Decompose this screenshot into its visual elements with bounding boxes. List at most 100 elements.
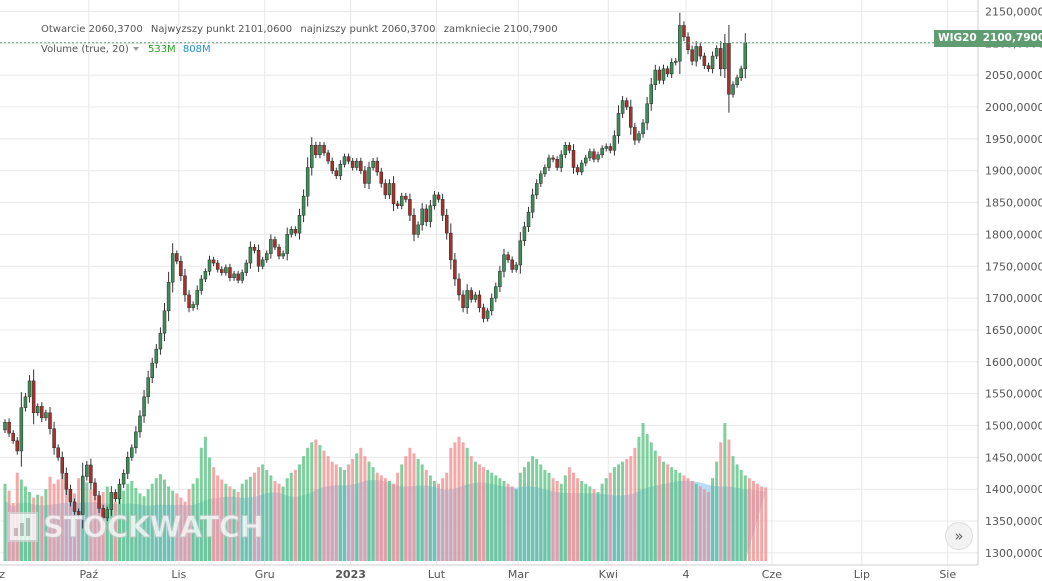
volume-bar xyxy=(457,436,461,561)
volume-bar xyxy=(441,478,445,561)
volume-bar xyxy=(580,480,584,561)
volume-bar xyxy=(228,486,232,561)
volume-bar xyxy=(240,483,244,561)
high-value: 2101,0600 xyxy=(238,24,293,35)
candle-body xyxy=(215,262,220,270)
candle-body xyxy=(506,254,510,261)
x-tick-label: z xyxy=(0,568,5,581)
candle-body xyxy=(494,286,498,299)
candle-body xyxy=(612,135,617,151)
watermark-text: STOCKWATCH xyxy=(42,510,264,545)
volume-bar xyxy=(73,493,77,561)
candle-body xyxy=(265,253,269,261)
volume-bar xyxy=(723,423,727,561)
candle-body xyxy=(154,348,159,364)
candle-body xyxy=(530,194,535,213)
price-tag-value: 2100,7900 xyxy=(982,32,1042,44)
candle-body xyxy=(489,297,494,312)
volume-value: 533M xyxy=(147,44,176,55)
candle-body xyxy=(191,304,195,308)
candle-body xyxy=(596,154,600,160)
x-tick-label: Gru xyxy=(255,568,275,581)
volume-bar xyxy=(760,486,764,561)
volume-bar xyxy=(171,490,175,561)
x-tick-label: Mar xyxy=(508,568,529,581)
candle-body xyxy=(19,407,24,452)
volume-bar xyxy=(265,469,269,561)
volume-bar xyxy=(465,447,469,561)
volume-bar xyxy=(649,442,653,561)
volume-bar xyxy=(248,476,252,561)
candle-body xyxy=(52,428,56,449)
volume-bar xyxy=(154,478,158,561)
volume-bar xyxy=(694,483,698,561)
y-tick-label: 1850,0000 xyxy=(985,197,1042,210)
candle-body xyxy=(657,69,662,81)
candle-body xyxy=(477,294,482,308)
volume-label: Volume (true, 20) xyxy=(41,44,129,55)
close-value: 2100,7900 xyxy=(503,24,558,35)
candle-body xyxy=(375,160,379,173)
candle-body xyxy=(412,215,416,235)
candle-body xyxy=(85,464,89,477)
volume-bar xyxy=(216,475,220,561)
volume-bar xyxy=(404,456,408,561)
volume-bar xyxy=(424,469,428,561)
candle-body xyxy=(318,144,322,156)
watermark-logo: STOCKWATCH xyxy=(8,510,264,545)
candle-body xyxy=(461,294,465,308)
volume-bar xyxy=(572,472,576,561)
volume-bar xyxy=(289,472,293,561)
volume-bar xyxy=(416,458,420,561)
candle-body xyxy=(510,259,514,270)
candle-body xyxy=(183,275,187,296)
scroll-to-latest-button[interactable]: » xyxy=(945,522,973,550)
x-tick-label: Lut xyxy=(428,568,446,581)
candle-body xyxy=(584,157,588,164)
candle-body xyxy=(514,264,518,270)
volume-bar xyxy=(674,469,678,561)
volume-bar xyxy=(351,458,355,561)
candle-body xyxy=(27,380,32,398)
volume-bar xyxy=(367,461,371,561)
volume-legend[interactable]: Volume (true, 20) 533M 808M xyxy=(41,43,211,56)
volume-bar xyxy=(506,483,510,561)
volume-bar xyxy=(445,472,449,561)
candle-body xyxy=(637,133,641,141)
candle-body xyxy=(739,68,743,78)
volume-bar xyxy=(208,457,211,561)
candle-body xyxy=(563,144,568,156)
volume-bar xyxy=(179,497,183,561)
candle-body xyxy=(624,100,629,108)
volume-bar xyxy=(379,475,383,561)
candle-body xyxy=(408,199,412,216)
candle-body xyxy=(93,482,97,496)
volume-bar xyxy=(310,442,314,561)
candle-body xyxy=(105,509,109,519)
volume-bar xyxy=(347,464,351,561)
candle-body xyxy=(232,273,236,278)
open-value: 2060,3700 xyxy=(88,24,143,35)
candle-body xyxy=(76,511,81,515)
candle-body xyxy=(714,48,719,57)
volume-bar xyxy=(220,479,224,561)
candle-body xyxy=(404,195,408,200)
volume-bar xyxy=(97,500,101,561)
candle-body xyxy=(40,406,44,419)
volume-bar xyxy=(400,464,404,561)
candle-body xyxy=(551,157,555,160)
volume-bar xyxy=(306,447,310,561)
volume-bar xyxy=(342,469,346,561)
volume-bar xyxy=(64,480,68,561)
volume-bar xyxy=(244,479,248,561)
y-tick-label: 1350,0000 xyxy=(985,515,1042,528)
ohlc-legend: Otwarcie 2060,3700 Najwyzszy punkt 2101,… xyxy=(41,23,563,36)
volume-bar xyxy=(142,496,146,561)
chevron-down-icon[interactable] xyxy=(132,47,139,51)
volume-bar xyxy=(330,461,334,561)
y-tick-label: 1700,0000 xyxy=(985,292,1042,305)
candle-body xyxy=(35,406,40,414)
y-tick-label: 1500,0000 xyxy=(985,420,1042,433)
volume-bar xyxy=(359,447,363,561)
